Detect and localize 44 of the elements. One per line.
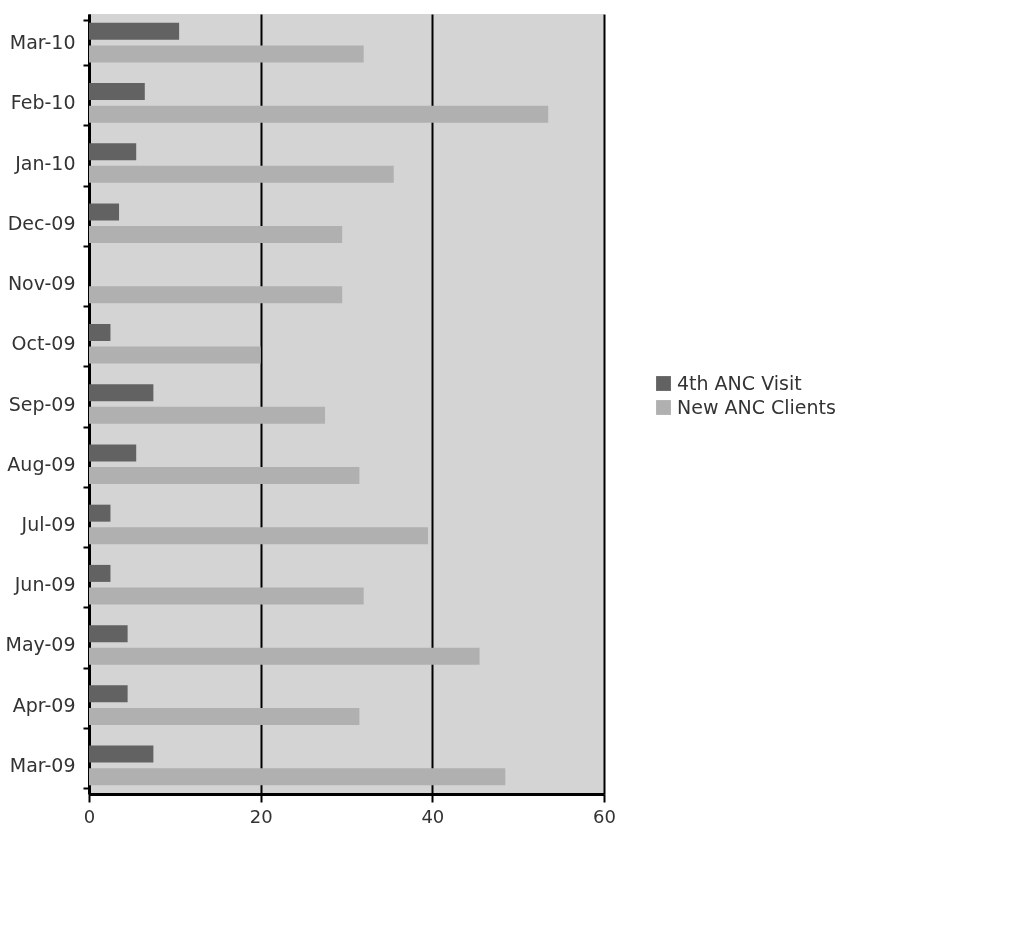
bar (89, 768, 506, 786)
bar (89, 504, 111, 522)
bar (89, 685, 128, 703)
bar (89, 346, 261, 364)
bar (89, 707, 360, 725)
bar (89, 143, 137, 161)
y-tick-label: Nov-09 (7, 272, 76, 295)
y-tick-label: Mar-09 (9, 753, 76, 776)
y-tick-label: Apr-09 (12, 693, 76, 716)
bar (89, 467, 360, 485)
x-tick-label: 40 (421, 805, 445, 827)
bar (89, 22, 180, 40)
bar (89, 527, 429, 545)
y-tick-label: Dec-09 (7, 211, 76, 234)
x-tick-label: 60 (593, 805, 616, 827)
y-tick-label: Mar-10 (9, 31, 76, 54)
bar (89, 564, 111, 582)
bar (89, 226, 343, 244)
y-tick-label: Sep-09 (8, 392, 76, 415)
bar (89, 83, 145, 101)
bar (89, 647, 480, 665)
bar (89, 286, 343, 304)
bar (89, 165, 394, 183)
y-tick-label: Aug-09 (7, 452, 76, 475)
bar (89, 444, 137, 462)
y-tick-label: Jul-09 (20, 512, 76, 535)
bar (89, 406, 326, 424)
y-tick-label: Jan-10 (14, 151, 76, 174)
bar (89, 625, 128, 643)
bar (89, 203, 120, 221)
bar (89, 587, 364, 605)
y-tick-label: Feb-10 (10, 91, 76, 114)
legend-label: 4th ANC Visit (677, 371, 802, 394)
y-tick-label: May-09 (5, 633, 76, 656)
x-tick-label: 20 (249, 805, 273, 827)
bar (89, 745, 154, 763)
y-tick-label: Jun-09 (13, 573, 76, 596)
bar (89, 384, 154, 402)
bar (89, 105, 549, 123)
y-tick-label: Oct-09 (11, 332, 76, 355)
bar (89, 45, 364, 63)
bar (89, 323, 111, 341)
legend-label: New ANC Clients (677, 395, 836, 418)
x-tick-label: 0 (83, 805, 96, 827)
